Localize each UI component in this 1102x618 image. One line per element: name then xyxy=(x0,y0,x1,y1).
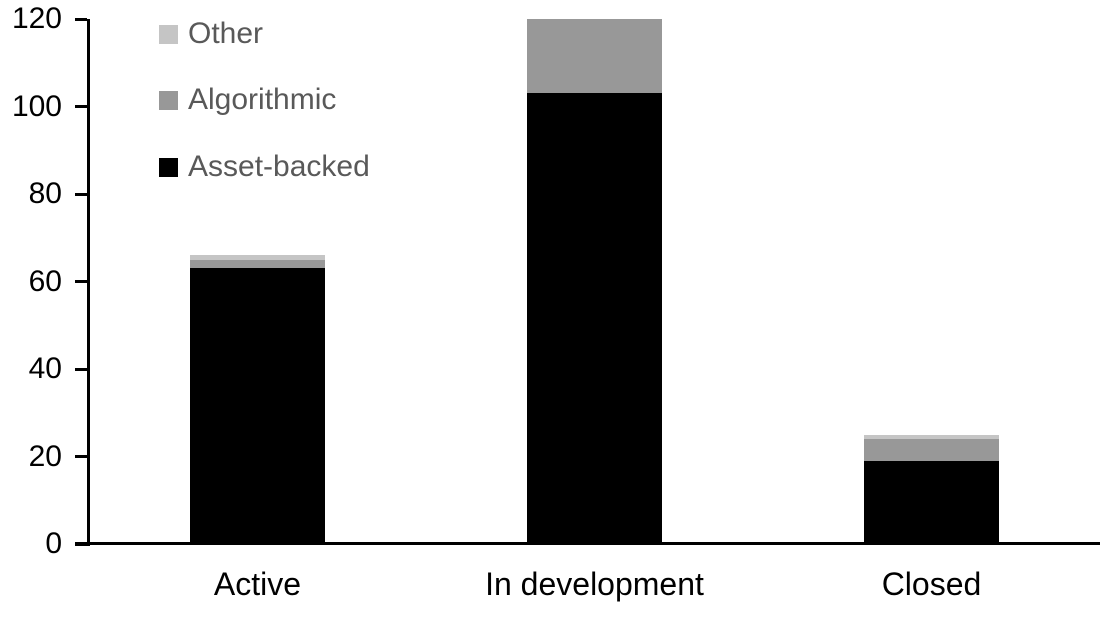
legend-swatch xyxy=(159,24,178,44)
y-tick-mark xyxy=(75,192,87,196)
y-tick-label: 100 xyxy=(11,89,62,123)
bar-segment-asset-backed xyxy=(527,93,662,544)
bar-segment-asset-backed xyxy=(864,460,999,544)
y-tick-label: 80 xyxy=(28,177,62,210)
legend-swatch xyxy=(159,157,178,177)
y-tick-mark xyxy=(75,455,87,458)
bar-segment-algorithmic xyxy=(527,19,662,94)
x-axis-line xyxy=(75,542,1100,545)
y-tick-label: 60 xyxy=(28,264,62,298)
legend-item: Algorithmic xyxy=(159,83,336,117)
legend-item: Asset-backed xyxy=(159,150,370,184)
y-axis-line xyxy=(87,19,90,546)
y-tick-mark xyxy=(75,367,87,371)
y-tick-mark xyxy=(75,105,87,108)
bar-segment-other xyxy=(864,434,999,439)
x-axis-label: Closed xyxy=(881,566,982,602)
bar-segment-other xyxy=(190,255,325,260)
y-tick-label: 40 xyxy=(28,352,62,385)
bar-segment-algorithmic xyxy=(190,259,325,269)
y-tick-label: 0 xyxy=(45,527,62,560)
y-tick-label: 20 xyxy=(28,439,62,473)
y-tick-mark xyxy=(75,280,87,283)
bar-segment-asset-backed xyxy=(190,268,325,544)
x-axis-label: Active xyxy=(213,566,302,602)
legend-label: Other xyxy=(188,17,264,50)
y-tick-label: 120 xyxy=(11,2,62,35)
legend-swatch xyxy=(159,90,178,110)
y-tick-mark xyxy=(75,17,87,21)
legend-label: Asset-backed xyxy=(188,150,370,183)
bar-segment-algorithmic xyxy=(864,439,999,461)
x-axis-label: In development xyxy=(485,566,704,602)
legend-item: Other xyxy=(159,17,263,51)
legend-label: Algorithmic xyxy=(188,83,337,116)
